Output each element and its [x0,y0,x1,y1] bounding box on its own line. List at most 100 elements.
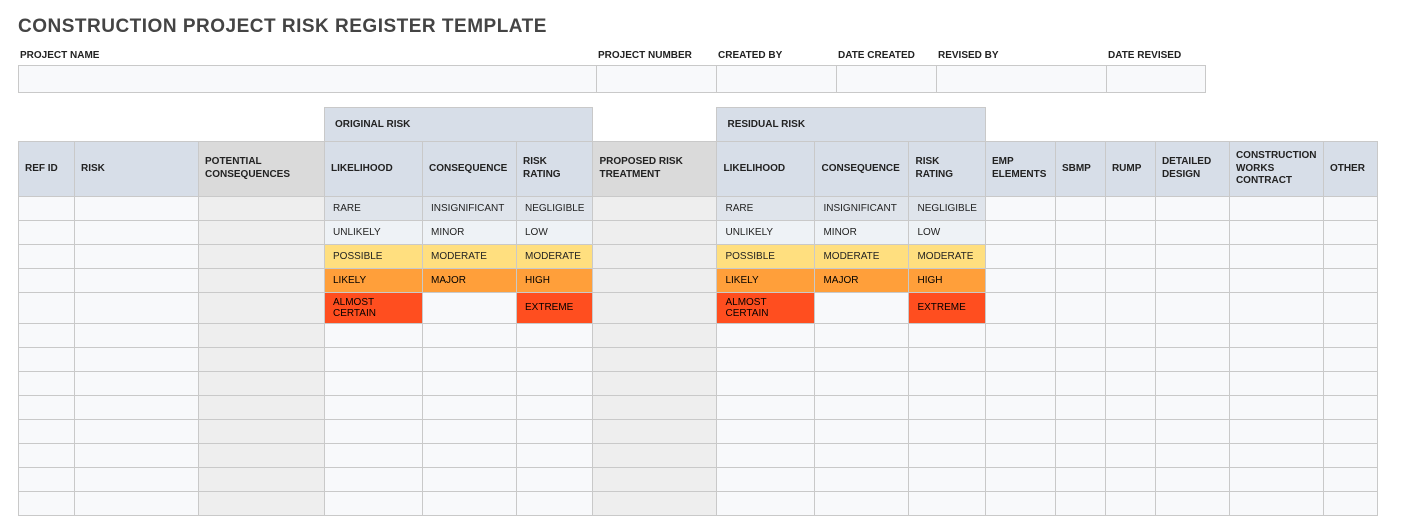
cell[interactable]: MODERATE [517,244,593,268]
cell[interactable] [909,491,985,515]
cell[interactable] [1055,371,1105,395]
cell[interactable] [815,292,909,323]
cell[interactable] [1155,268,1229,292]
cell[interactable] [1229,292,1323,323]
cell[interactable] [1105,220,1155,244]
cell[interactable] [199,467,325,491]
cell[interactable] [815,443,909,467]
cell[interactable] [517,323,593,347]
meta-input[interactable] [596,65,716,93]
cell[interactable] [75,371,199,395]
cell[interactable] [1229,491,1323,515]
cell[interactable] [199,347,325,371]
cell[interactable]: MAJOR [423,268,517,292]
cell[interactable] [1105,491,1155,515]
cell[interactable] [985,292,1055,323]
cell[interactable] [593,292,717,323]
cell[interactable] [1323,220,1377,244]
cell[interactable] [75,395,199,419]
cell[interactable]: LOW [517,220,593,244]
cell[interactable] [1229,268,1323,292]
cell[interactable] [517,347,593,371]
cell[interactable] [1155,323,1229,347]
cell[interactable] [1155,395,1229,419]
cell[interactable] [517,395,593,419]
cell[interactable] [909,467,985,491]
cell[interactable] [909,443,985,467]
cell[interactable] [199,443,325,467]
cell[interactable] [815,467,909,491]
cell[interactable] [1105,371,1155,395]
cell[interactable] [1055,244,1105,268]
cell[interactable] [717,395,815,419]
cell[interactable] [593,491,717,515]
meta-input[interactable] [1106,65,1206,93]
cell[interactable] [815,323,909,347]
cell[interactable]: EXTREME [909,292,985,323]
cell[interactable] [1055,323,1105,347]
cell[interactable] [1105,443,1155,467]
cell[interactable] [1323,371,1377,395]
cell[interactable] [1055,491,1105,515]
cell[interactable] [593,419,717,443]
cell[interactable]: MINOR [423,220,517,244]
cell[interactable] [1055,292,1105,323]
cell[interactable] [75,443,199,467]
cell[interactable] [1055,419,1105,443]
cell[interactable] [593,196,717,220]
cell[interactable] [1155,220,1229,244]
cell[interactable] [199,244,325,268]
cell[interactable] [199,220,325,244]
cell[interactable] [593,323,717,347]
cell[interactable] [199,395,325,419]
cell[interactable] [325,395,423,419]
cell[interactable] [1323,292,1377,323]
cell[interactable] [325,323,423,347]
cell[interactable] [985,419,1055,443]
cell[interactable] [909,323,985,347]
cell[interactable] [1229,467,1323,491]
cell[interactable] [423,347,517,371]
cell[interactable] [1229,395,1323,419]
cell[interactable] [1055,268,1105,292]
cell[interactable] [1323,467,1377,491]
cell[interactable] [1229,196,1323,220]
cell[interactable] [1155,244,1229,268]
cell[interactable] [1105,467,1155,491]
cell[interactable] [1155,371,1229,395]
cell[interactable] [717,467,815,491]
cell[interactable] [1105,323,1155,347]
cell[interactable]: HIGH [517,268,593,292]
cell[interactable] [1055,196,1105,220]
cell[interactable] [75,323,199,347]
cell[interactable] [517,467,593,491]
cell[interactable] [909,395,985,419]
cell[interactable] [517,419,593,443]
cell[interactable] [423,371,517,395]
cell[interactable] [19,395,75,419]
cell[interactable] [423,467,517,491]
cell[interactable] [199,491,325,515]
cell[interactable] [1323,395,1377,419]
cell[interactable] [423,395,517,419]
cell[interactable] [909,419,985,443]
cell[interactable] [1229,244,1323,268]
cell[interactable]: EXTREME [517,292,593,323]
cell[interactable] [593,268,717,292]
cell[interactable] [75,268,199,292]
cell[interactable] [75,419,199,443]
cell[interactable] [1323,196,1377,220]
cell[interactable] [19,347,75,371]
cell[interactable] [717,347,815,371]
cell[interactable] [19,419,75,443]
cell[interactable]: POSSIBLE [325,244,423,268]
cell[interactable]: MODERATE [815,244,909,268]
cell[interactable] [423,323,517,347]
cell[interactable]: MAJOR [815,268,909,292]
cell[interactable] [1105,419,1155,443]
cell[interactable] [1155,419,1229,443]
cell[interactable] [985,347,1055,371]
cell[interactable] [1055,347,1105,371]
cell[interactable] [1155,467,1229,491]
cell[interactable] [985,196,1055,220]
